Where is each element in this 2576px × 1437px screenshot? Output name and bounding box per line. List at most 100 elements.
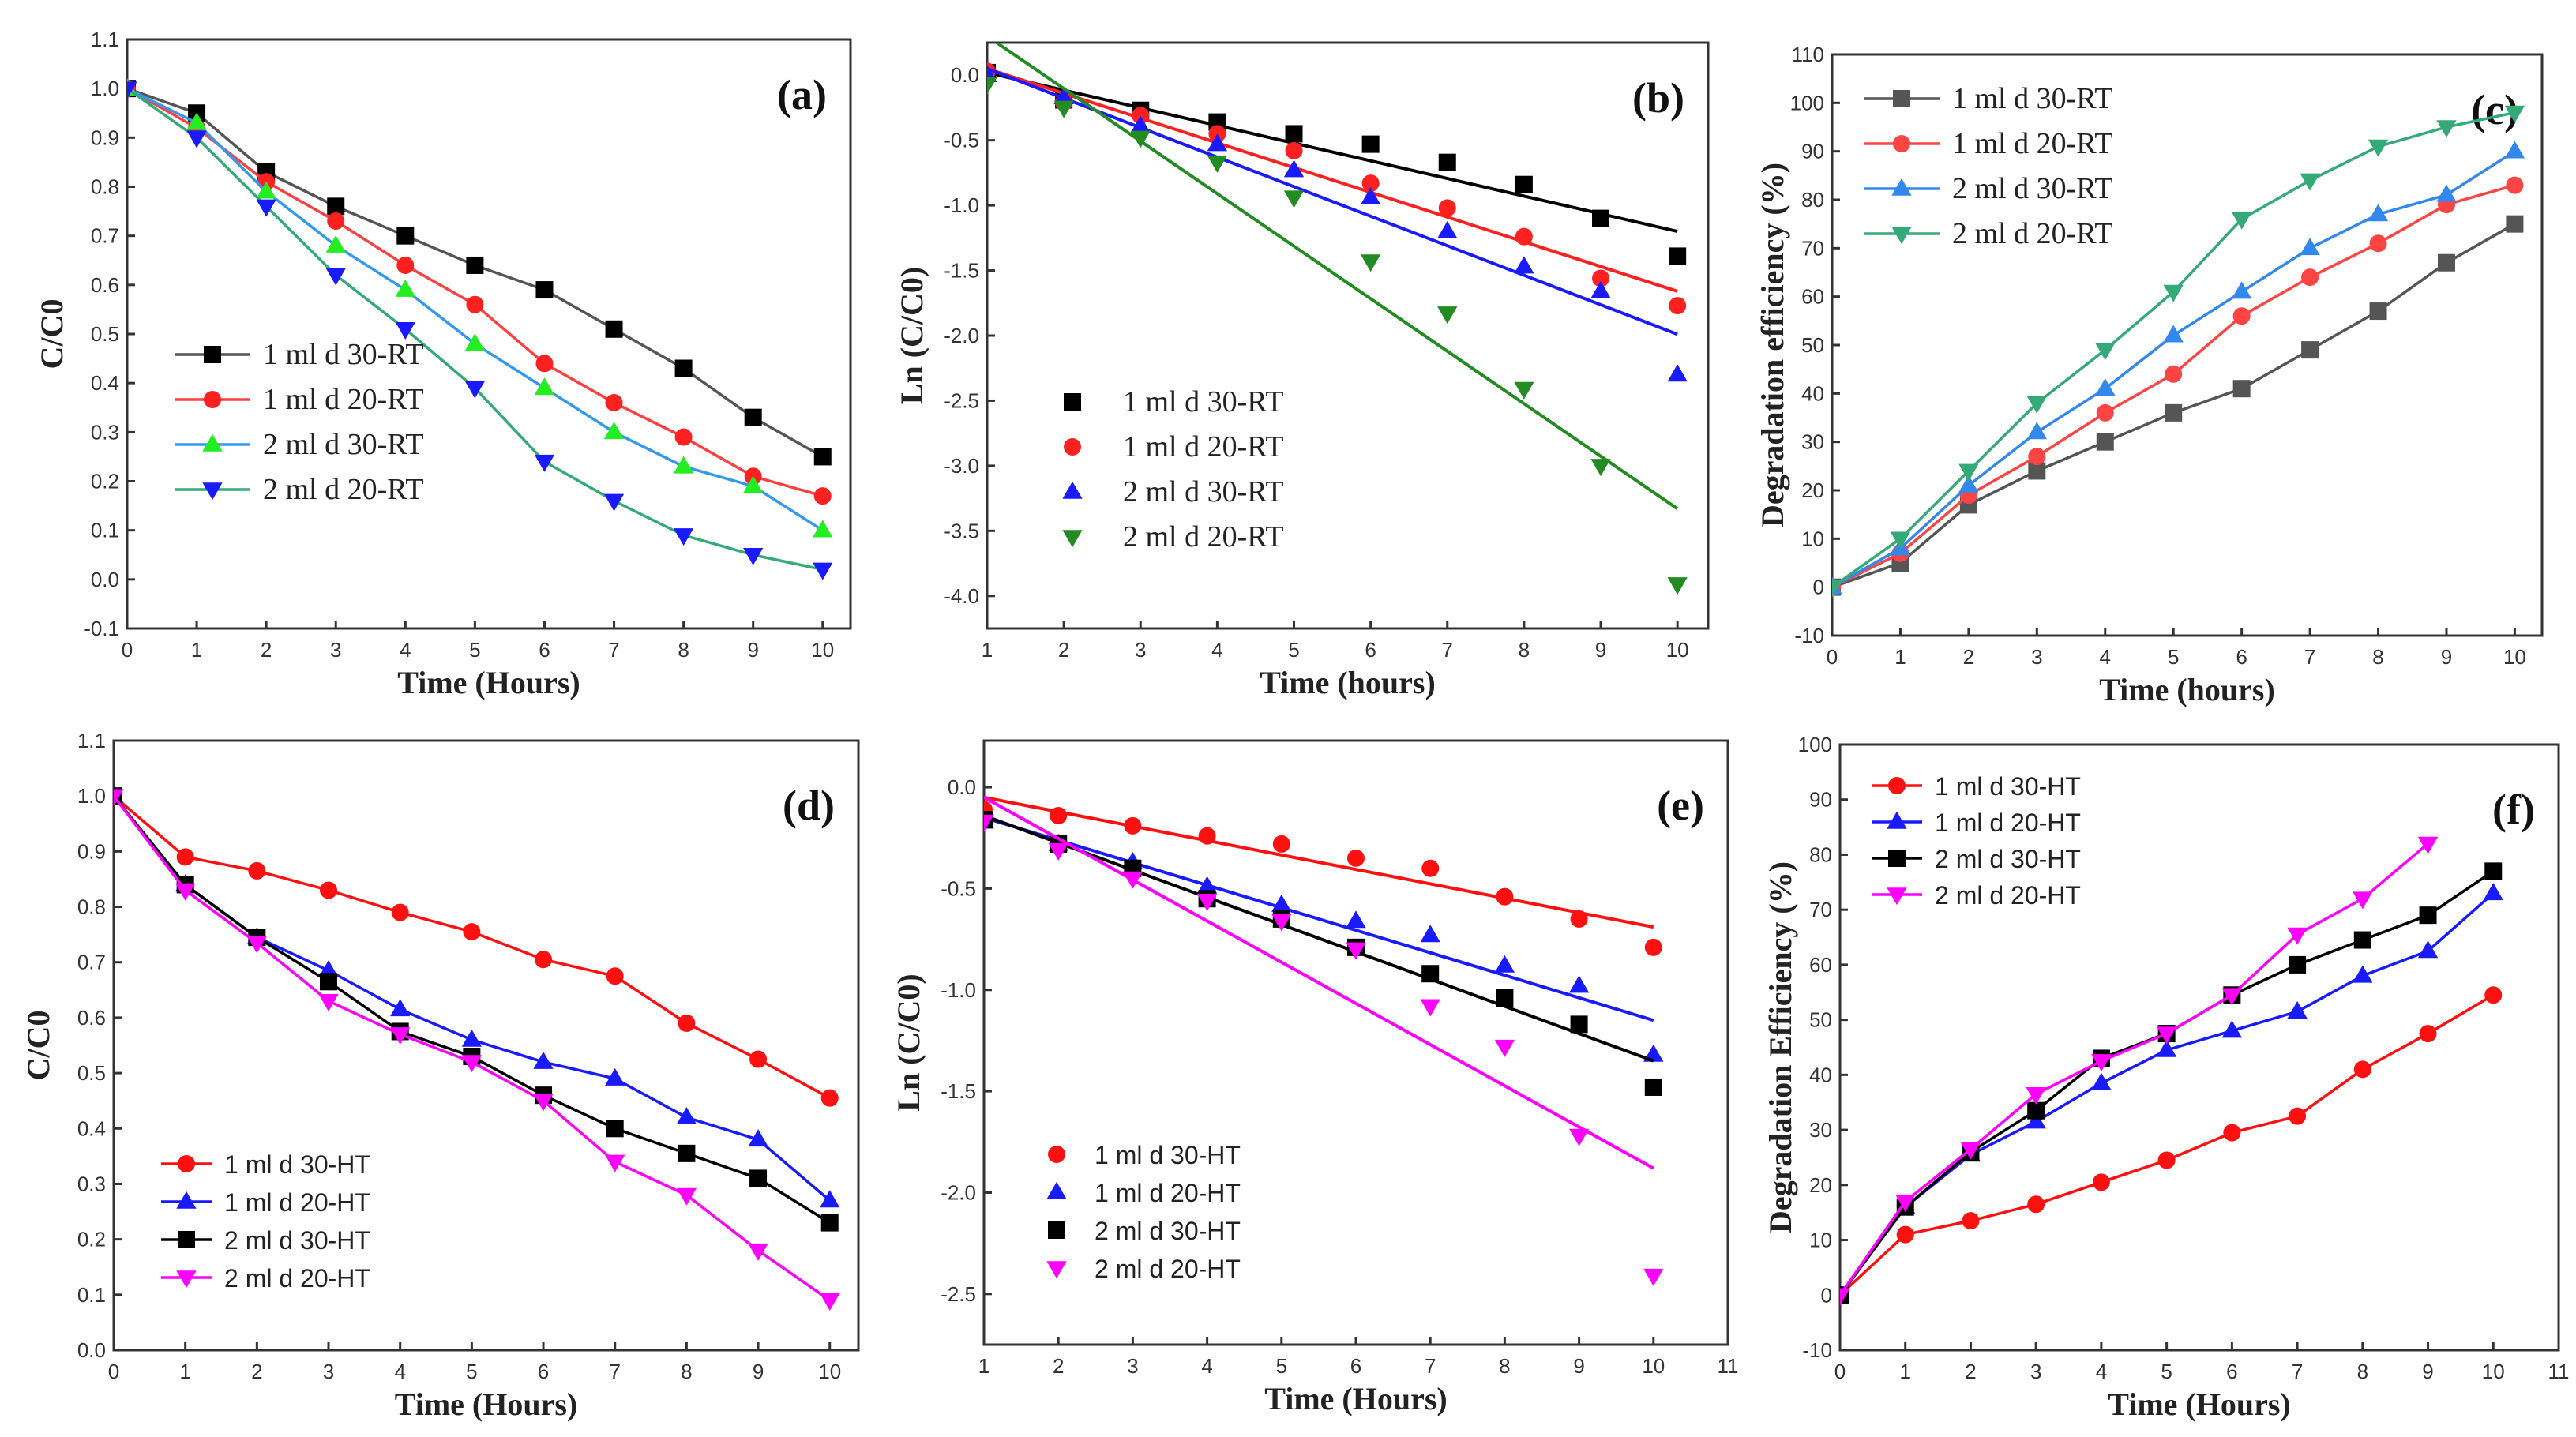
y-axis-label: Ln (C/C0) <box>891 974 926 1111</box>
x-tick-label: 7 <box>609 1360 620 1383</box>
y-tick-label: 50 <box>1809 1008 1832 1032</box>
fit-line <box>987 67 1678 293</box>
triangle-up-marker <box>1283 159 1305 178</box>
triangle-down-marker <box>1196 894 1218 912</box>
legend-label: 2 ml d 30-HT <box>1935 845 2081 873</box>
x-tick-label: 6 <box>1365 638 1376 662</box>
triangle-down-marker <box>464 381 486 399</box>
triangle-up-marker <box>1437 220 1458 238</box>
circle-marker <box>535 355 554 373</box>
square-marker <box>674 359 693 377</box>
triangle-up-marker <box>1887 811 1907 829</box>
square-marker <box>605 320 623 338</box>
triangle-up-marker <box>2221 1020 2243 1038</box>
triangle-down-marker <box>2232 212 2252 230</box>
triangle-down-marker <box>820 1293 840 1311</box>
y-tick-label: -1.5 <box>944 259 979 283</box>
triangle-down-marker <box>1832 580 1842 598</box>
triangle-down-marker <box>533 1094 554 1112</box>
square-marker <box>535 281 554 299</box>
triangle-down-marker <box>748 1243 768 1261</box>
x-tick-label: 0 <box>108 1360 119 1383</box>
x-tick-label: 8 <box>678 638 689 662</box>
circle-marker <box>1515 227 1533 246</box>
triangle-up-marker <box>1568 975 1590 993</box>
x-tick-label: 2 <box>1965 1360 1976 1383</box>
legend-label: 1 ml d 30-RT <box>263 338 424 371</box>
square-marker <box>813 448 832 466</box>
square-marker <box>1669 247 1687 265</box>
circle-marker <box>813 487 832 505</box>
triangle-down-marker <box>676 1187 697 1206</box>
circle-marker <box>463 923 481 941</box>
x-tick-label: 6 <box>2236 645 2247 669</box>
circle-marker <box>749 1050 768 1068</box>
circle-marker <box>2232 307 2251 325</box>
triangle-up-marker <box>1590 280 1611 298</box>
y-tick-label: 0.0 <box>77 1338 106 1362</box>
y-tick-label: 0.5 <box>77 1061 106 1085</box>
x-tick-label: 6 <box>538 1360 549 1383</box>
x-tick-label: 9 <box>2441 645 2452 669</box>
square-marker <box>1048 1221 1065 1239</box>
triangle-down-marker <box>2156 1026 2177 1045</box>
triangle-down-marker <box>2095 343 2116 361</box>
legend-label: 2 ml d 30-HT <box>1095 1217 1241 1245</box>
triangle-up-marker <box>176 1191 197 1209</box>
series-1-ml-d-20-HT <box>114 785 840 1208</box>
triangle-up-marker <box>533 1051 554 1069</box>
x-tick-label: 2 <box>1058 638 1069 662</box>
x-tick-label: 1 <box>179 1360 190 1383</box>
y-tick-label: 0.4 <box>91 371 119 395</box>
plot-area <box>1840 836 2503 1306</box>
chart-panel-d: 0 1 2 3 4 5 6 7 8 9 10 0.0 0.1 0.2 0.3 0.4 0.5 0.6 0.7 0.8 0… <box>21 729 860 1422</box>
triangle-up-marker <box>2026 422 2047 440</box>
triangle-up-marker <box>2095 378 2116 396</box>
circle-marker <box>2165 365 2183 383</box>
series-2-ml-d-30-HT <box>984 811 1662 1096</box>
square-marker <box>2096 433 2114 451</box>
legend-label: 2 ml d 20-HT <box>224 1264 370 1293</box>
square-marker <box>2369 302 2387 321</box>
series-line <box>127 87 824 572</box>
y-tick-label: 1.1 <box>77 729 106 752</box>
x-tick-label: 8 <box>2372 645 2383 669</box>
triangle-up-marker <box>1667 364 1688 382</box>
x-tick-label: 8 <box>1519 638 1530 662</box>
circle-marker <box>1962 1212 1980 1230</box>
square-marker <box>1438 153 1456 171</box>
triangle-up-marker <box>2163 325 2184 343</box>
circle-marker <box>2301 268 2319 287</box>
y-tick-label: 60 <box>1801 285 1824 309</box>
square-marker <box>1496 989 1514 1007</box>
triangle-up-marker <box>1130 115 1151 133</box>
triangle-down-marker <box>2353 891 2373 910</box>
triangle-down-marker <box>2026 1086 2046 1105</box>
square-marker <box>749 1169 768 1187</box>
y-tick-label: 80 <box>1801 188 1824 212</box>
y-tick-label: 20 <box>1809 1173 1832 1197</box>
chart-panel-a: 0 1 2 3 4 5 6 7 8 9 10 -0.1 0.0 0.1 0.2 0.3 0.4 0.5 0.6 0.7… <box>34 28 852 700</box>
chart-panel-c: 0 1 2 3 4 5 6 7 8 9 10-100102030405060708090100110… <box>1755 43 2544 707</box>
series-line <box>114 795 831 1225</box>
legend-label: 2 ml d 20-RT <box>1123 520 1284 553</box>
circle-marker <box>605 394 623 412</box>
triangle-down-marker <box>1514 381 1534 400</box>
circle-marker <box>674 428 693 446</box>
square-marker <box>606 1120 624 1138</box>
y-tick-label: -4.0 <box>944 584 979 608</box>
triangle-down-marker <box>2221 988 2243 1006</box>
triangle-up-marker <box>186 112 207 130</box>
circle-marker <box>2028 448 2046 466</box>
legend-label: 1 ml d 30-RT <box>1123 385 1284 418</box>
triangle-up-marker <box>2504 141 2525 159</box>
fit-line <box>987 70 1678 234</box>
legend-label: 1 ml d 20-HT <box>224 1188 370 1217</box>
panel-label: (a) <box>777 71 827 118</box>
y-tick-label: -2.0 <box>944 324 979 347</box>
square-marker <box>2419 906 2437 925</box>
y-axis-label: Degradation efficiency (%) <box>1755 163 1790 527</box>
series-2-ml-d-20-HT <box>984 796 1664 1286</box>
square-marker <box>2232 380 2251 398</box>
x-tick-label: 5 <box>469 638 480 662</box>
